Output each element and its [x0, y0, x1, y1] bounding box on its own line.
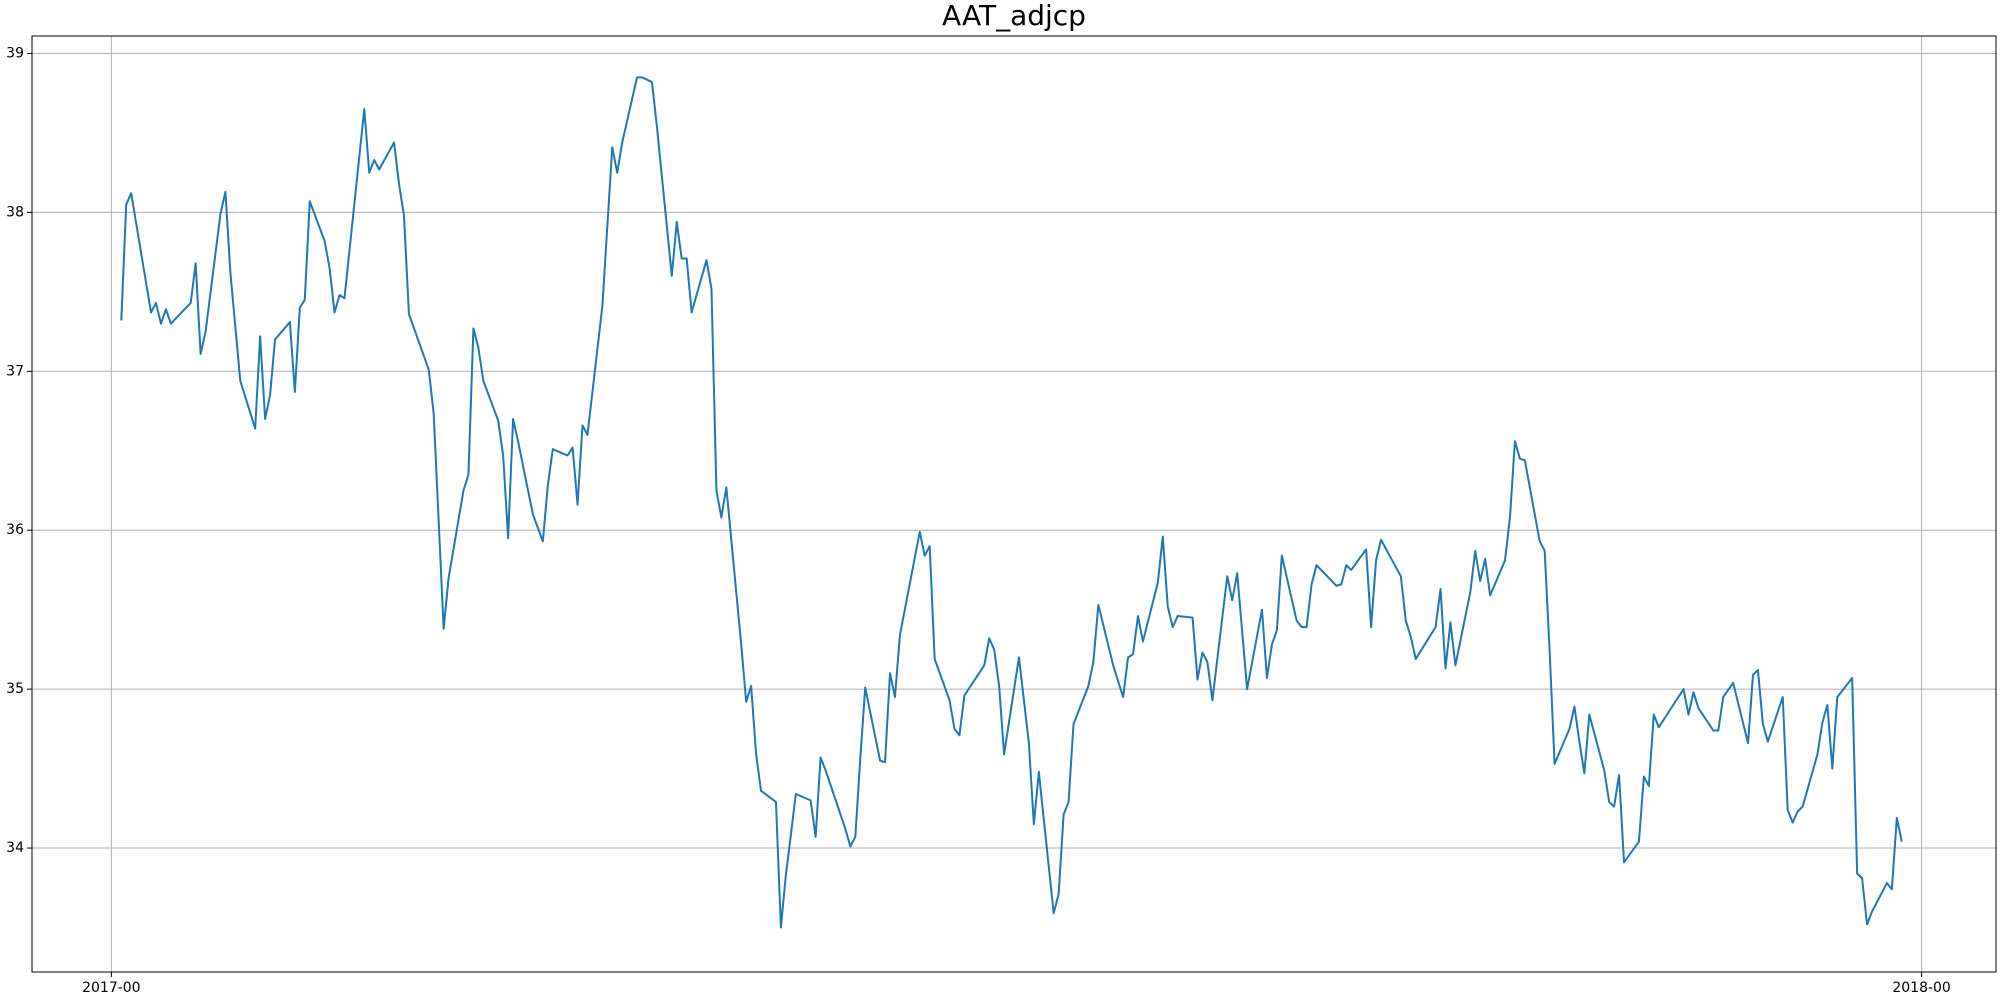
y-tick-label: 39 [6, 45, 24, 61]
x-tick-label: 2018-00 [1892, 980, 1951, 996]
y-tick-label: 37 [6, 363, 24, 379]
y-tick-label: 36 [6, 522, 24, 538]
plot-frame [31, 35, 1997, 973]
y-tick-label: 38 [6, 204, 24, 220]
chart-title: AAT_adjcp [942, 0, 1086, 32]
line-series [120, 76, 1903, 929]
y-tick-label: 34 [6, 840, 24, 856]
x-tick-label: 2017-00 [82, 980, 141, 996]
y-tick-label: 35 [6, 681, 24, 697]
